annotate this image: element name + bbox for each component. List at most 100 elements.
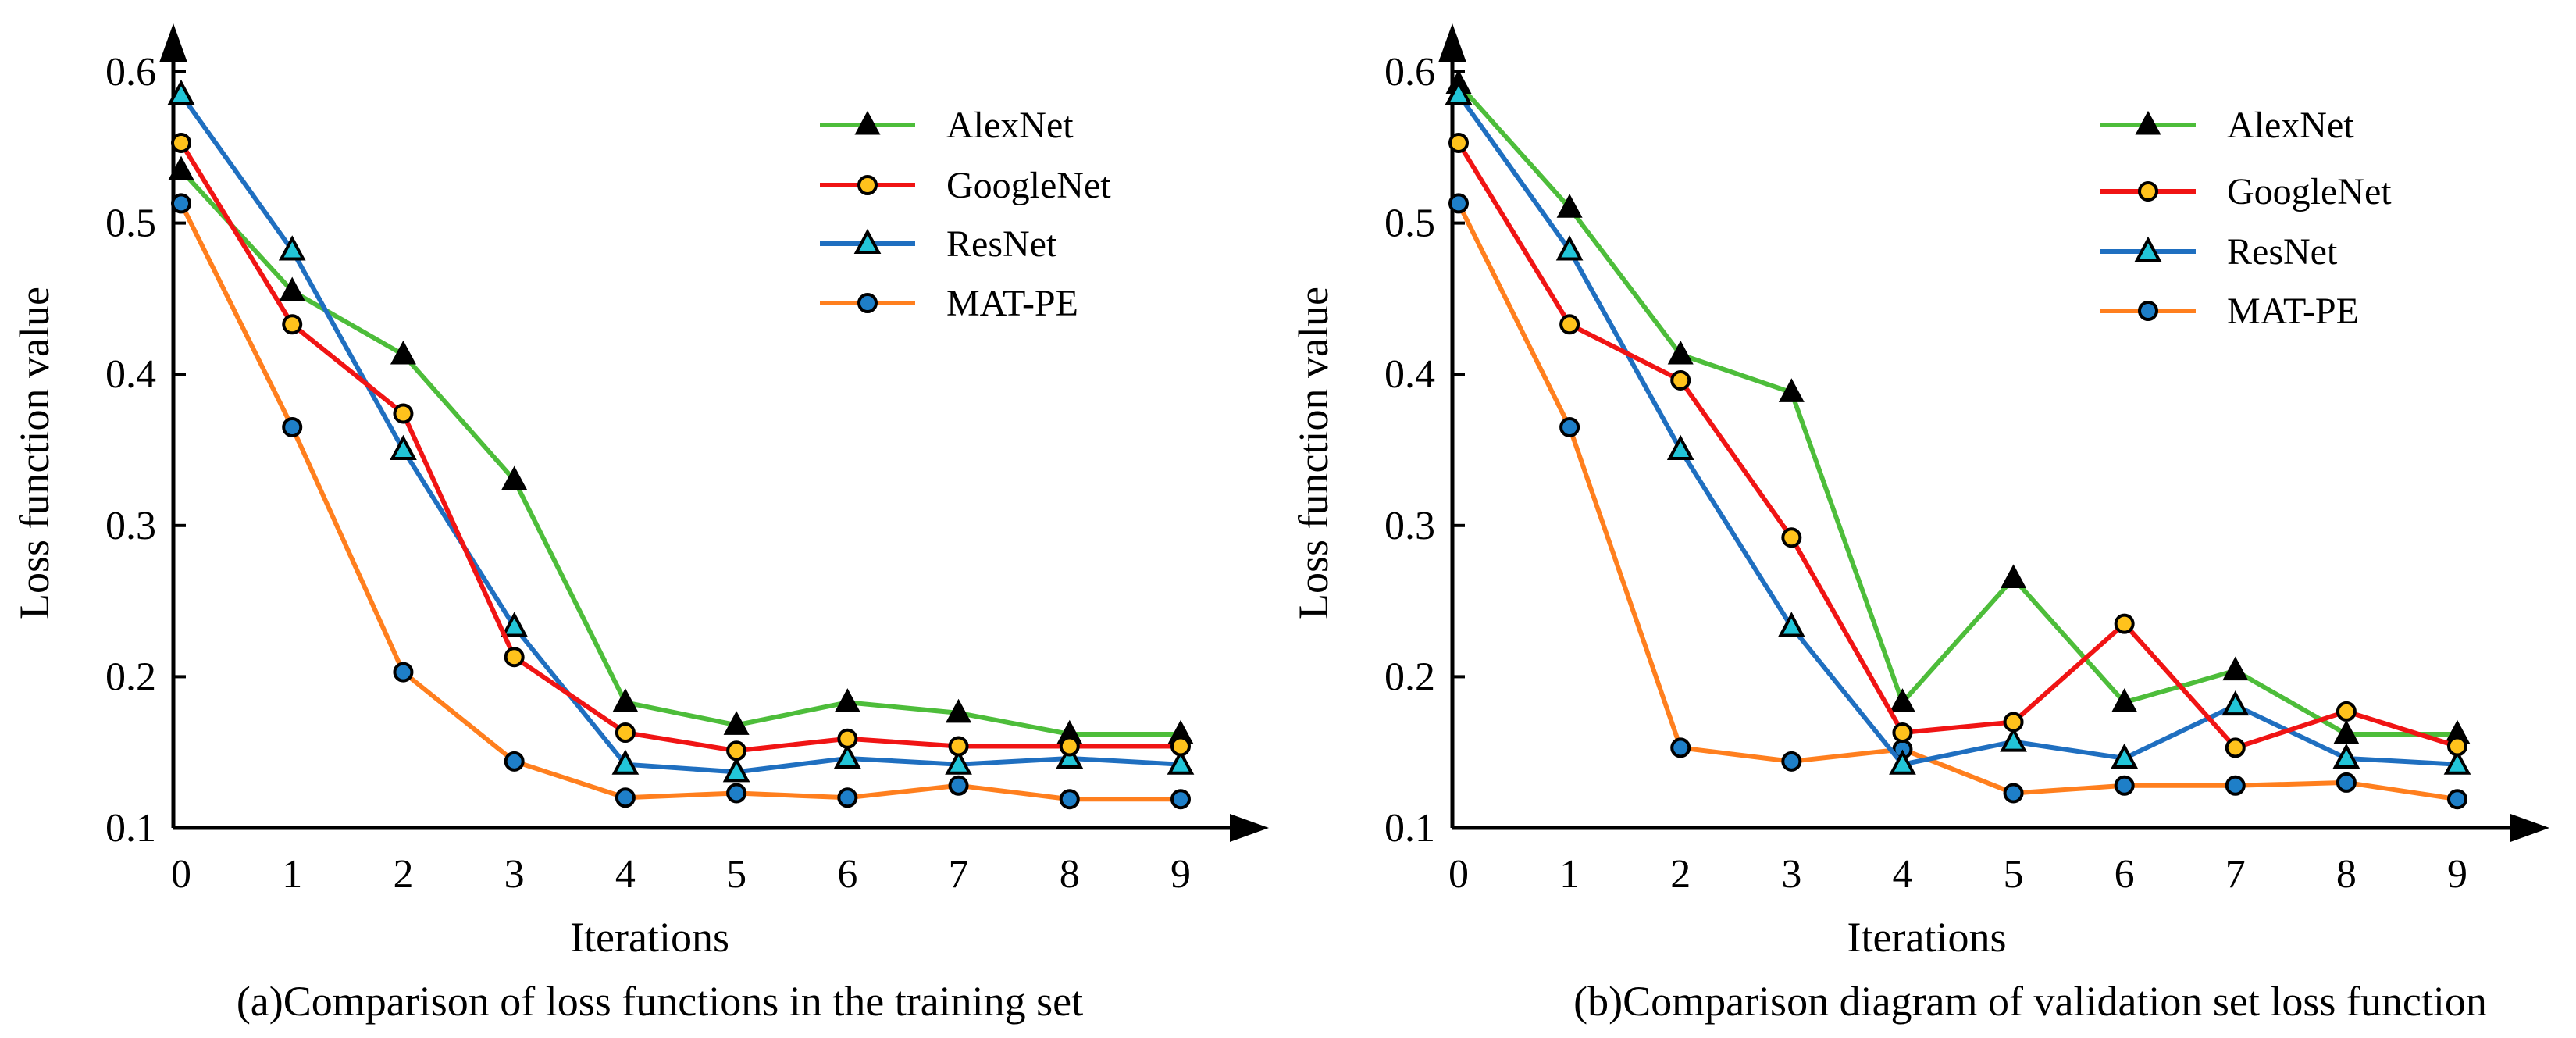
data-point-resnet: [945, 749, 972, 775]
data-point-mat-pe: [615, 787, 636, 808]
y-tick-label: 0.5: [105, 202, 156, 246]
data-point-googlenet: [615, 722, 636, 744]
legend-marker: [2134, 236, 2162, 262]
data-point-resnet: [501, 612, 529, 637]
data-point-alexnet: [1556, 194, 1583, 218]
series-line-mat-pe: [1456, 202, 2458, 802]
legend-marker: [857, 293, 878, 313]
y-tick-label: 0.6: [105, 50, 156, 95]
data-point-resnet: [2221, 690, 2250, 716]
legend-item-alexnet: AlexNet: [820, 105, 1074, 146]
data-point-googlenet: [2003, 712, 2024, 733]
data-point-mat-pe: [2114, 775, 2135, 796]
data-point-googlenet: [1559, 314, 1580, 335]
data-point-mat-pe: [2336, 772, 2357, 793]
x-tick-label: 3: [504, 852, 525, 897]
data-point-resnet: [1167, 749, 1195, 775]
series-mat-pe: [171, 193, 1191, 810]
data-point-mat-pe: [282, 416, 303, 437]
data-point-googlenet: [837, 728, 858, 749]
series-line-mat-pe: [179, 202, 1181, 802]
x-axis-title: Iterations: [570, 914, 729, 961]
data-point-mat-pe: [171, 193, 191, 214]
series-line-resnet: [179, 93, 1181, 775]
data-point-alexnet: [168, 155, 194, 180]
data-point-mat-pe: [2225, 775, 2246, 796]
legend-marker: [857, 175, 878, 195]
data-point-alexnet: [1778, 378, 1805, 402]
data-point-resnet: [2332, 743, 2360, 769]
y-tick-label: 0.5: [1384, 202, 1435, 246]
y-tick-label: 0.2: [105, 655, 156, 699]
data-point-mat-pe: [726, 783, 747, 804]
data-point-resnet: [1445, 79, 1473, 105]
data-point-resnet: [278, 235, 306, 261]
x-tick-label: 2: [1670, 852, 1691, 897]
series-line-alexnet: [179, 168, 1181, 737]
legend-label: AlexNet: [946, 105, 1074, 146]
x-tick-label: 5: [2004, 852, 2024, 897]
data-point-alexnet: [1667, 340, 1694, 365]
series-googlenet: [171, 132, 1191, 762]
y-axis-arrow: [1438, 23, 1466, 62]
data-point-googlenet: [1781, 527, 1802, 548]
data-point-googlenet: [282, 314, 303, 335]
legend-item-alexnet: AlexNet: [2100, 105, 2354, 146]
x-tick-label: 6: [2115, 852, 2135, 897]
series-line-googlenet: [179, 141, 1181, 754]
series-alexnet: [168, 155, 1194, 744]
legend-item-mat-pe: MAT-PE: [820, 283, 1078, 324]
series-alexnet: [1445, 70, 2471, 744]
legend-item-googlenet: GoogleNet: [2100, 171, 2392, 212]
series-googlenet: [1448, 132, 2467, 758]
data-point-mat-pe: [1559, 416, 1580, 437]
data-point-alexnet: [2111, 688, 2138, 712]
x-tick-label: 3: [1781, 852, 1801, 897]
x-tick-label: 9: [1170, 852, 1191, 897]
legend-label: GoogleNet: [2227, 171, 2392, 212]
legend-item-mat-pe: MAT-PE: [2100, 291, 2359, 332]
series-mat-pe: [1448, 193, 2467, 810]
data-point-mat-pe: [2447, 789, 2467, 810]
y-tick-label: 0.1: [105, 806, 156, 851]
legend-label: MAT-PE: [2227, 291, 2359, 332]
x-tick-label: 0: [1448, 852, 1469, 897]
data-point-alexnet: [390, 340, 416, 365]
data-point-alexnet: [946, 698, 972, 723]
data-point-googlenet: [2114, 613, 2135, 634]
y-tick-label: 0.1: [1384, 806, 1435, 851]
x-tick-label: 7: [949, 852, 969, 897]
data-point-alexnet: [279, 276, 305, 301]
data-point-resnet: [2443, 749, 2471, 775]
chart-caption: (a)Comparison of loss functions in the t…: [237, 978, 1083, 1025]
legend-label: GoogleNet: [946, 165, 1111, 206]
data-point-googlenet: [1170, 736, 1191, 757]
data-point-resnet: [390, 434, 417, 460]
data-point-mat-pe: [393, 662, 414, 683]
data-point-resnet: [833, 743, 861, 769]
x-tick-label: 7: [2225, 852, 2246, 897]
data-point-googlenet: [171, 132, 191, 153]
x-tick-label: 8: [1060, 852, 1080, 897]
data-point-alexnet: [2001, 564, 2027, 589]
legend-label: AlexNet: [2227, 105, 2354, 146]
data-point-mat-pe: [837, 787, 858, 808]
data-point-googlenet: [2447, 736, 2467, 757]
data-point-mat-pe: [1170, 789, 1191, 810]
y-tick-label: 0.4: [105, 352, 156, 397]
legend-marker: [2138, 301, 2158, 321]
x-axis-title: Iterations: [1847, 914, 2007, 961]
data-point-googlenet: [948, 736, 969, 757]
series-line-alexnet: [1456, 82, 2457, 737]
data-point-googlenet: [2225, 737, 2246, 758]
data-point-alexnet: [501, 465, 528, 490]
legend-item-resnet: ResNet: [820, 223, 1057, 265]
x-tick-label: 4: [1892, 852, 1912, 897]
chart-panel-b: 0.1 0.2 0.3 0.4 0.5 0.6 0 1 2 3 4 5 6 7 8 9 Iterations Lo…: [1290, 23, 2549, 1025]
legend: AlexNet GoogleNet ResNet MAT-PE: [820, 105, 1111, 324]
chart-panel-a: 0.1 0.2 0.3 0.4 0.5 0.6 0 1 2 3 4 5 6 7 8 9 Iterations Lo…: [11, 23, 1269, 1025]
data-point-alexnet: [1889, 688, 1915, 712]
legend: AlexNet GoogleNet ResNet MAT-PE: [2100, 105, 2392, 332]
chart-caption: (b)Comparison diagram of validation set …: [1573, 978, 2487, 1025]
y-tick-label: 0.3: [1384, 504, 1435, 548]
